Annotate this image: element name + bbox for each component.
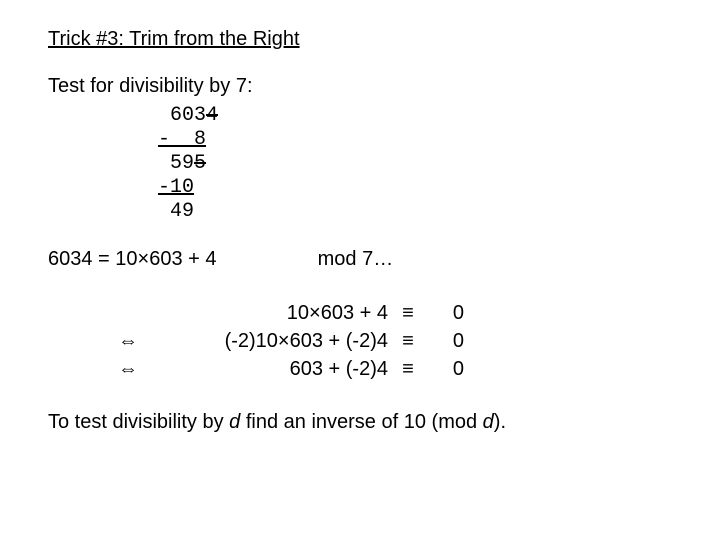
calc-line-2: - 8 [158, 128, 672, 152]
equation-left: 6034 = 10×603 + 4 [48, 248, 217, 270]
calc-3-strike: 5 [194, 152, 206, 175]
footer-p2: find an inverse of 10 (mod [240, 411, 482, 433]
equiv-left-3: 603 + (-2)4 [158, 355, 396, 383]
equiv-sym-1: ≡ [396, 299, 420, 327]
subtitle: Test for divisibility by 7: [48, 75, 672, 98]
equiv-left-2: (-2)10×603 + (-2)4 [158, 327, 396, 355]
equiv-right-1: 0 [420, 299, 464, 327]
equiv-row-1: 10×603 + 4 ≡ 0 [48, 299, 672, 327]
footer-text: To test divisibility by d find an invers… [48, 411, 672, 434]
equiv-right-3: 0 [420, 355, 464, 383]
footer-p3: ). [494, 411, 506, 433]
equiv-sym-2: ≡ [396, 327, 420, 355]
equiv-sym-3: ≡ [396, 355, 420, 383]
equation-line: 6034 = 10×603 + 4 mod 7… [48, 248, 672, 271]
calc-1-strike: 4 [206, 104, 218, 127]
equiv-row-2: ⇔ (-2)10×603 + (-2)4 ≡ 0 [48, 327, 672, 355]
footer-d1: d [229, 411, 240, 433]
footer-p1: To test divisibility by [48, 411, 229, 433]
equiv-arrow-3: ⇔ [48, 355, 158, 383]
slide-title: Trick #3: Trim from the Right [48, 28, 672, 51]
equivalence-block: 10×603 + 4 ≡ 0 ⇔ (-2)10×603 + (-2)4 ≡ 0 … [48, 299, 672, 383]
equiv-row-3: ⇔ 603 + (-2)4 ≡ 0 [48, 355, 672, 383]
calc-1a: 603 [158, 104, 206, 127]
equation-right: mod 7… [318, 248, 394, 270]
calc-line-3: 595 [158, 152, 672, 176]
equiv-left-1: 10×603 + 4 [158, 299, 396, 327]
equiv-arrow-2: ⇔ [48, 327, 158, 355]
calc-line-4: -10 [158, 176, 672, 200]
calc-3a: 59 [158, 152, 194, 175]
calc-line-1: 6034 [158, 104, 672, 128]
footer-d2: d [483, 411, 494, 433]
calc-line-5: 49 [158, 200, 672, 224]
calculation-block: 6034 - 8 595 -10 49 [158, 104, 672, 224]
equiv-right-2: 0 [420, 327, 464, 355]
